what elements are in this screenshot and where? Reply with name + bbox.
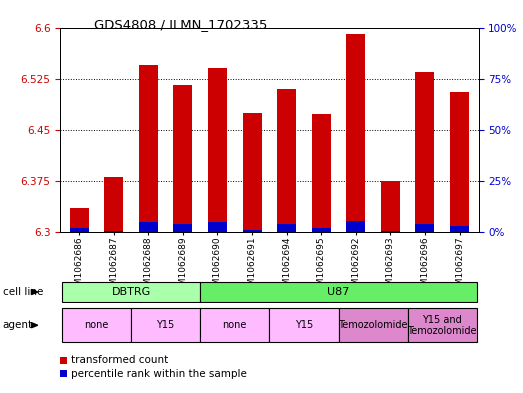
Bar [415,72,435,232]
Bar [277,224,296,232]
Bar [243,230,262,232]
Text: Y15: Y15 [295,320,313,330]
Bar [381,231,400,232]
Text: none: none [223,320,247,330]
Bar [70,208,89,232]
Bar [200,281,477,303]
Text: GDS4808 / ILMN_1702335: GDS4808 / ILMN_1702335 [94,18,268,31]
Text: Y15: Y15 [156,320,175,330]
Bar [243,113,262,232]
Bar [208,222,227,232]
Bar [131,308,200,342]
Bar [346,34,365,232]
Bar [450,92,469,232]
Bar [139,222,158,232]
Bar [174,85,192,232]
Bar [415,224,435,232]
Text: DBTRG: DBTRG [111,287,151,297]
Bar [62,308,131,342]
Bar [174,224,192,232]
Bar [338,308,407,342]
Text: transformed count: transformed count [71,355,168,365]
Bar [381,181,400,232]
Text: Temozolomide: Temozolomide [338,320,408,330]
Bar [269,308,338,342]
Bar [139,65,158,232]
Text: percentile rank within the sample: percentile rank within the sample [71,369,247,379]
Text: Y15 and
Temozolomide: Y15 and Temozolomide [407,315,477,336]
Bar [104,177,123,232]
Bar [208,68,227,232]
Bar [312,114,331,232]
Bar [312,228,331,232]
Bar [407,308,477,342]
Text: U87: U87 [327,287,350,297]
Text: cell line: cell line [3,287,43,297]
Bar [450,226,469,232]
Bar [346,221,365,232]
Bar [70,228,89,232]
Bar [200,308,269,342]
Bar [62,281,200,303]
Bar [104,231,123,232]
Text: agent: agent [3,320,33,330]
Text: none: none [84,320,109,330]
Bar [277,89,296,232]
